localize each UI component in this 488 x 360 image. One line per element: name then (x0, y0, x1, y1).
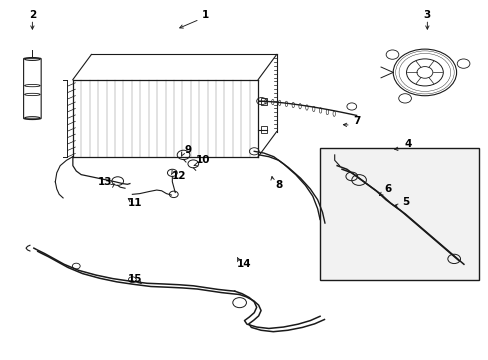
Bar (260, 126, 266, 133)
Text: 11: 11 (127, 198, 142, 208)
Text: 3: 3 (423, 10, 430, 20)
Text: 5: 5 (401, 197, 408, 207)
Text: 2: 2 (29, 10, 36, 20)
Text: 14: 14 (237, 259, 251, 269)
Text: 7: 7 (352, 116, 360, 126)
Bar (260, 98, 266, 105)
Text: 13: 13 (98, 177, 113, 187)
Text: 6: 6 (384, 184, 391, 194)
Text: 10: 10 (195, 155, 210, 165)
Text: 4: 4 (404, 139, 411, 149)
Bar (320, 148, 478, 280)
Text: 12: 12 (171, 171, 185, 181)
Text: 15: 15 (127, 274, 142, 284)
Text: 8: 8 (274, 180, 282, 190)
Text: 1: 1 (202, 10, 209, 20)
Text: 9: 9 (184, 144, 192, 154)
